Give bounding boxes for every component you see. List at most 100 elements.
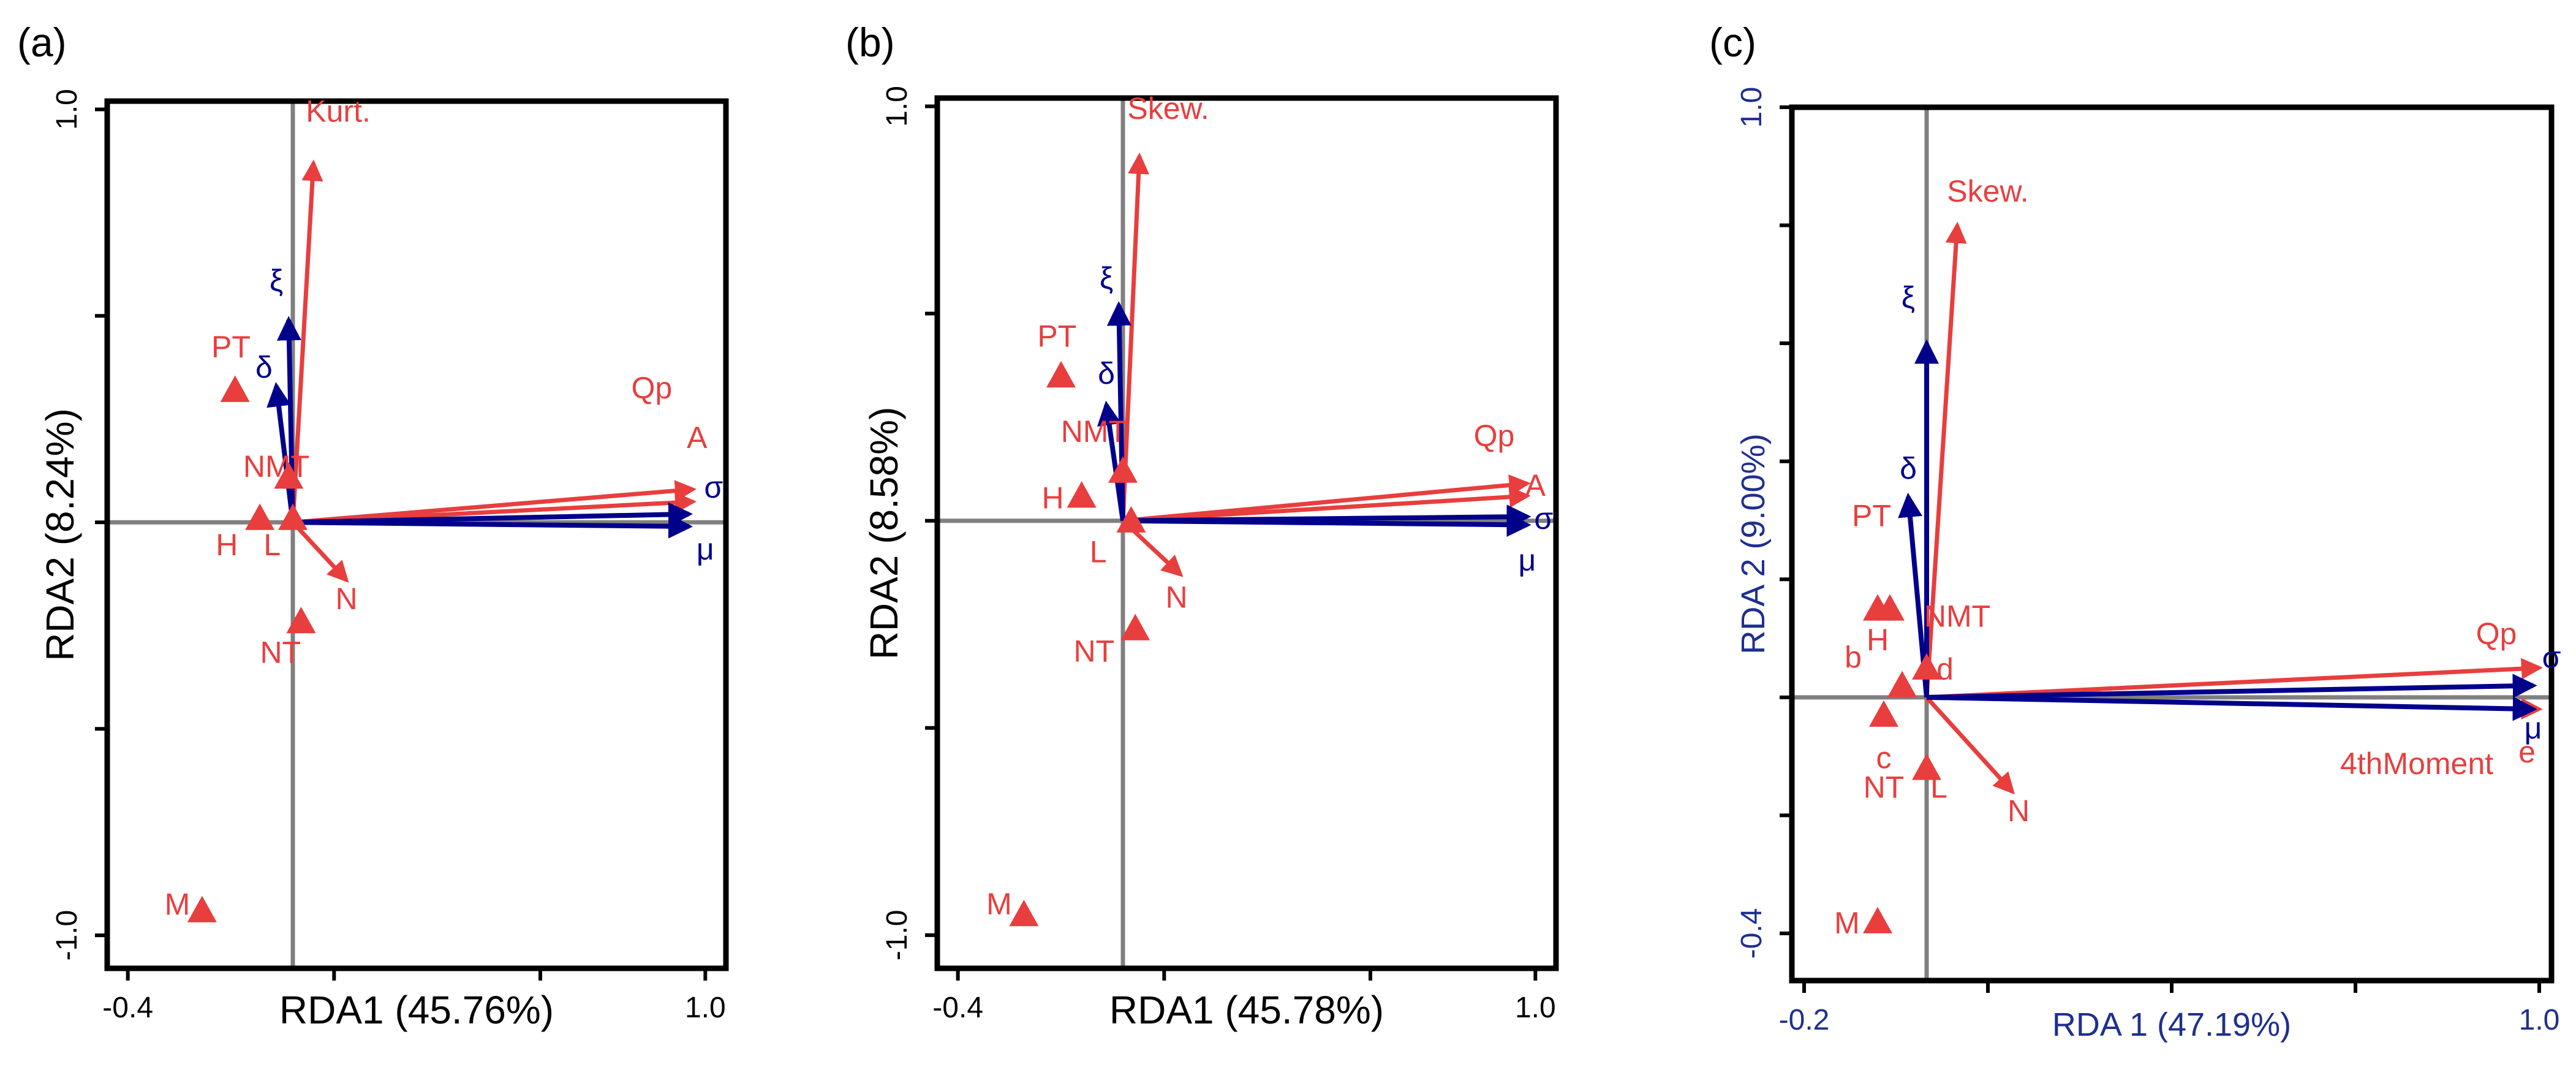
x-axis-label: RDA1 (45.78%) <box>1109 988 1384 1032</box>
site-marker <box>274 462 304 489</box>
site-marker <box>1067 481 1097 508</box>
predictor-arrow-label: μ <box>1518 543 1536 577</box>
predictor-arrow-label: ξ <box>270 264 283 298</box>
x-tick-label: -0.4 <box>102 992 153 1024</box>
predictor-arrow-label: σ <box>704 470 723 504</box>
response-arrow-label: A <box>1525 468 1546 503</box>
x-tick-label: 1.0 <box>1515 992 1556 1024</box>
predictor-arrow <box>292 514 693 539</box>
response-arrow-label: Qp <box>631 371 672 405</box>
response-arrow <box>1120 152 1150 521</box>
response-arrow <box>1925 696 2015 795</box>
site-label: M <box>1834 906 1860 940</box>
predictor-arrow <box>1097 400 1125 522</box>
response-arrow-label: N <box>2008 794 2030 828</box>
site-label: H <box>1867 623 1889 657</box>
response-arrow-label: N <box>335 582 357 616</box>
site-marker <box>187 895 217 922</box>
predictor-arrow <box>266 382 295 523</box>
x-axis-label: RDA1 (45.76%) <box>279 988 554 1032</box>
panel-1: (a) -0.4 1.0 1.0 -1.0 RDA1 (45.76%) RDA2 (8.24… <box>17 20 729 1032</box>
x-axis-label: RDA 1 (47.19%) <box>2052 1006 2291 1043</box>
site-marker <box>1116 506 1146 533</box>
site-marker <box>1108 456 1138 483</box>
site-label: M <box>986 887 1012 921</box>
response-arrow-label: Qp <box>1474 419 1515 453</box>
predictor-arrow-label: ξ <box>1902 280 1915 314</box>
y-tick-label: 1.0 <box>51 89 83 130</box>
site-marker <box>1120 613 1150 640</box>
predictor-arrow-label: μ <box>697 532 714 566</box>
site-label: M <box>165 887 191 921</box>
predictor-arrow-label: ξ <box>1100 261 1113 295</box>
site-marker <box>1046 361 1076 388</box>
site-label: PT <box>1037 319 1076 354</box>
predictor-arrow <box>1926 694 2537 721</box>
y-tick-label: -0.4 <box>1736 908 1768 959</box>
x-tick-label: 1.0 <box>2519 1004 2560 1036</box>
y-axis-label: RDA2 (8.24%) <box>38 408 82 661</box>
predictor-arrow <box>1122 512 1532 537</box>
site-marker <box>220 375 250 402</box>
site-label: d <box>1936 652 1954 686</box>
response-arrow-label: 4thMoment <box>2340 746 2493 781</box>
site-marker <box>1869 700 1898 727</box>
site-label: H <box>216 528 238 562</box>
x-tick-label: -0.2 <box>1779 1004 1830 1036</box>
site-label: b <box>1845 640 1862 675</box>
panel-label: (a) <box>17 20 67 65</box>
site-marker <box>278 503 308 530</box>
site-label: L <box>1930 770 1947 805</box>
response-arrow-label: A <box>687 420 708 455</box>
response-arrow <box>1924 221 1967 698</box>
site-label: NMT <box>1061 414 1127 449</box>
site-label: PT <box>211 330 251 364</box>
site-label: L <box>1090 534 1107 569</box>
site-label: NMT <box>1924 599 1990 633</box>
site-label: NT <box>1864 770 1905 805</box>
site-marker <box>1863 906 1892 933</box>
site-label: L <box>263 528 281 562</box>
response-arrow <box>291 520 349 583</box>
site-label: NT <box>1074 634 1115 669</box>
site-marker <box>1009 900 1039 927</box>
predictor-arrow-label: δ <box>255 350 273 384</box>
predictor-arrow-label: δ <box>1098 357 1115 391</box>
y-tick-label: 1.0 <box>881 86 913 127</box>
predictor-arrow <box>1926 674 2537 700</box>
predictor-arrow-label: δ <box>1900 452 1917 486</box>
plot-frame <box>934 95 1559 971</box>
site-marker <box>1875 594 1905 621</box>
response-arrow-label: Skew. <box>1947 174 2028 208</box>
panel-label: (b) <box>845 20 895 65</box>
plot-frame <box>1789 104 2555 984</box>
y-tick-label: 1.0 <box>1736 87 1768 128</box>
panel-label: (c) <box>1709 20 1756 65</box>
predictor-arrow-label: σ <box>2542 640 2561 675</box>
y-tick-label: -1.0 <box>881 910 913 961</box>
response-arrow-label: Kurt. <box>306 94 371 129</box>
site-marker <box>1912 653 1941 680</box>
site-marker <box>1887 670 1917 697</box>
panel-2: (b) -0.4 1.0 1.0 -1.0 RDA1 (45.78%) RDA2 (8.58… <box>845 20 1559 1032</box>
site-label: NMT <box>243 449 309 484</box>
y-axis-label: RDA2 (8.58%) <box>862 407 906 660</box>
site-marker <box>1912 753 1941 780</box>
predictor-arrow-label: σ <box>1534 501 1553 536</box>
predictor-arrow-label: μ <box>2525 711 2542 745</box>
response-arrow <box>290 159 323 523</box>
response-arrow <box>1926 658 2543 700</box>
response-arrow-label: Qp <box>2476 617 2517 651</box>
x-tick-label: -0.4 <box>932 992 983 1024</box>
response-arrow-label: Skew. <box>1127 91 1209 126</box>
response-arrow-label: N <box>1165 580 1187 615</box>
panel-3: (c) -0.2 1.0 1.0 -0.4 RDA 1 (47.19%) RDA 2 (9.… <box>1709 20 2561 1043</box>
site-label: c <box>1876 740 1892 775</box>
site-marker <box>286 607 316 634</box>
response-arrow <box>1122 486 1531 523</box>
site-marker <box>245 503 275 530</box>
x-tick-label: 1.0 <box>685 992 726 1024</box>
site-label: NT <box>260 635 301 669</box>
y-tick-label: -1.0 <box>51 910 83 961</box>
